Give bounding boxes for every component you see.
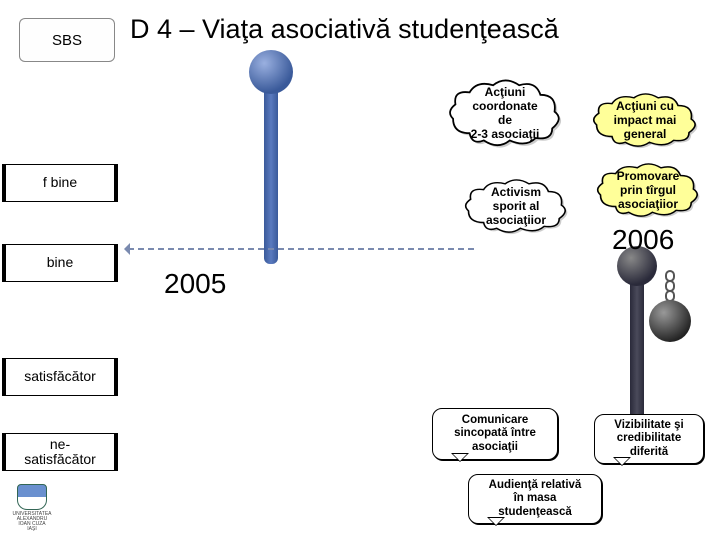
year-2006: 2006 [612, 224, 674, 256]
level-satisf: satisfăcător [2, 358, 118, 396]
level-bine: bine [2, 244, 118, 282]
sbs-badge-text: SBS [52, 32, 82, 49]
cloud-c1: Acţiuni coordonate de 2-3 asociaţii [446, 78, 564, 150]
speech-s2: Vizibilitate şi credibilitate diferită [594, 414, 704, 464]
year-2005: 2005 [164, 268, 226, 300]
sbs-badge: SBS [28, 18, 106, 62]
level-nesatisf: ne- satisfăcător [2, 433, 118, 471]
cloud-c3: Activism sporit al asociaţiior [462, 178, 570, 236]
bar-2005 [264, 68, 278, 264]
dash-line [128, 248, 474, 250]
bar-2005-knob [249, 50, 293, 94]
ball-and-chain-icon [646, 272, 694, 352]
level-fbine: f bine [2, 164, 118, 202]
page-title: D 4 – Viaţa asociativă studenţească [130, 14, 559, 45]
cloud-c2: Acţiuni cu impact mai general [590, 92, 700, 150]
speech-s3: Audienţă relativă în masa studenţească [468, 474, 602, 524]
university-logo: UNIVERSITATEAALEXANDRU IOAN CUZAIAŞI [12, 484, 52, 532]
cloud-c4: Promovare prin tîrgul asociaţiior [594, 162, 702, 220]
speech-s1: Comunicare sincopată între asociaţii [432, 408, 558, 460]
